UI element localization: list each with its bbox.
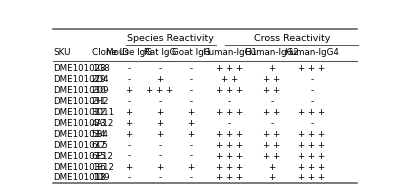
Text: -: -	[310, 75, 314, 84]
Text: +: +	[126, 119, 133, 128]
Text: 6C5: 6C5	[92, 141, 109, 150]
Text: +: +	[188, 130, 195, 139]
Text: -: -	[128, 64, 131, 73]
Text: Human-IgG4: Human-IgG4	[284, 48, 339, 57]
Text: -: -	[190, 173, 193, 182]
Text: -: -	[310, 97, 314, 106]
Text: + + +: + + +	[216, 64, 243, 73]
Text: DME101034: DME101034	[53, 130, 106, 139]
Text: -: -	[310, 86, 314, 95]
Text: Human-IgG2: Human-IgG2	[244, 48, 299, 57]
Text: DME101035: DME101035	[53, 152, 106, 161]
Text: -: -	[158, 97, 162, 106]
Text: DME101037: DME101037	[53, 141, 106, 150]
Text: + + +: + + +	[298, 163, 326, 171]
Text: -: -	[190, 97, 193, 106]
Text: -: -	[128, 152, 131, 161]
Text: 6E12: 6E12	[92, 152, 114, 161]
Text: SKU: SKU	[53, 48, 70, 57]
Text: -: -	[310, 119, 314, 128]
Text: + +: + +	[263, 108, 280, 117]
Text: Species Reactivity: Species Reactivity	[128, 34, 214, 43]
Text: Cross Reactivity: Cross Reactivity	[254, 34, 330, 43]
Text: -: -	[190, 64, 193, 73]
Text: Human-IgG1: Human-IgG1	[202, 48, 257, 57]
Text: +: +	[268, 64, 275, 73]
Text: + + +: + + +	[146, 86, 174, 95]
Text: + + +: + + +	[298, 108, 326, 117]
Text: -: -	[228, 119, 231, 128]
Text: +: +	[188, 163, 195, 171]
Text: +: +	[126, 130, 133, 139]
Text: + +: + +	[263, 141, 280, 150]
Text: +: +	[156, 75, 164, 84]
Text: -: -	[270, 97, 273, 106]
Text: -: -	[128, 97, 131, 106]
Text: + + +: + + +	[298, 64, 326, 73]
Text: +: +	[126, 108, 133, 117]
Text: DME101029: DME101029	[53, 75, 106, 84]
Text: + + +: + + +	[216, 86, 243, 95]
Text: + +: + +	[220, 75, 238, 84]
Text: DME101031: DME101031	[53, 97, 106, 106]
Text: 2D4: 2D4	[92, 75, 110, 84]
Text: 4A12: 4A12	[92, 119, 114, 128]
Text: + + +: + + +	[298, 130, 326, 139]
Text: -: -	[128, 141, 131, 150]
Text: -: -	[228, 97, 231, 106]
Text: +: +	[188, 108, 195, 117]
Text: -: -	[190, 141, 193, 150]
Text: + + +: + + +	[216, 152, 243, 161]
Text: + +: + +	[263, 86, 280, 95]
Text: + + +: + + +	[216, 108, 243, 117]
Text: DME101030: DME101030	[53, 86, 106, 95]
Text: Mouse IgG: Mouse IgG	[106, 48, 152, 57]
Text: + + +: + + +	[216, 141, 243, 150]
Text: -: -	[190, 75, 193, 84]
Text: 2H2: 2H2	[92, 97, 109, 106]
Text: + + +: + + +	[298, 141, 326, 150]
Text: DME101018: DME101018	[53, 173, 106, 182]
Text: -: -	[128, 75, 131, 84]
Text: 1D9: 1D9	[92, 173, 109, 182]
Text: DME101028: DME101028	[53, 64, 106, 73]
Text: +: +	[156, 163, 164, 171]
Text: Rat IgG: Rat IgG	[144, 48, 176, 57]
Text: 1G8: 1G8	[92, 64, 110, 73]
Text: 2D9: 2D9	[92, 86, 109, 95]
Text: +: +	[156, 119, 164, 128]
Text: + + +: + + +	[216, 173, 243, 182]
Text: + + +: + + +	[298, 152, 326, 161]
Text: -: -	[190, 152, 193, 161]
Text: 5B4: 5B4	[92, 130, 109, 139]
Text: +: +	[156, 108, 164, 117]
Text: -: -	[158, 152, 162, 161]
Text: 3D11: 3D11	[92, 108, 115, 117]
Text: +: +	[268, 163, 275, 171]
Text: +: +	[268, 173, 275, 182]
Text: 1E12: 1E12	[92, 163, 114, 171]
Text: DME101032: DME101032	[53, 108, 106, 117]
Text: + +: + +	[263, 130, 280, 139]
Text: -: -	[158, 173, 162, 182]
Text: + + +: + + +	[216, 130, 243, 139]
Text: + + +: + + +	[216, 163, 243, 171]
Text: -: -	[270, 119, 273, 128]
Text: +: +	[126, 86, 133, 95]
Text: + +: + +	[263, 152, 280, 161]
Text: -: -	[128, 173, 131, 182]
Text: -: -	[158, 64, 162, 73]
Text: +: +	[188, 119, 195, 128]
Text: + +: + +	[263, 75, 280, 84]
Text: -: -	[190, 86, 193, 95]
Text: +: +	[156, 130, 164, 139]
Text: DME101036: DME101036	[53, 163, 106, 171]
Text: Clone ID: Clone ID	[92, 48, 129, 57]
Text: Goat IgG: Goat IgG	[172, 48, 210, 57]
Text: +: +	[126, 163, 133, 171]
Text: DME101033: DME101033	[53, 119, 106, 128]
Text: + + +: + + +	[298, 173, 326, 182]
Text: -: -	[158, 141, 162, 150]
